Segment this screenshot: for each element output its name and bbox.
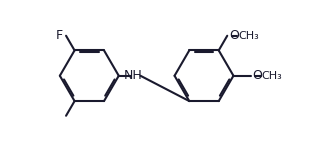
Text: CH₃: CH₃ bbox=[261, 71, 282, 81]
Text: O: O bbox=[229, 29, 239, 42]
Text: CH₃: CH₃ bbox=[238, 31, 259, 41]
Text: NH: NH bbox=[123, 69, 142, 82]
Text: F: F bbox=[56, 29, 63, 42]
Text: O: O bbox=[252, 69, 262, 82]
